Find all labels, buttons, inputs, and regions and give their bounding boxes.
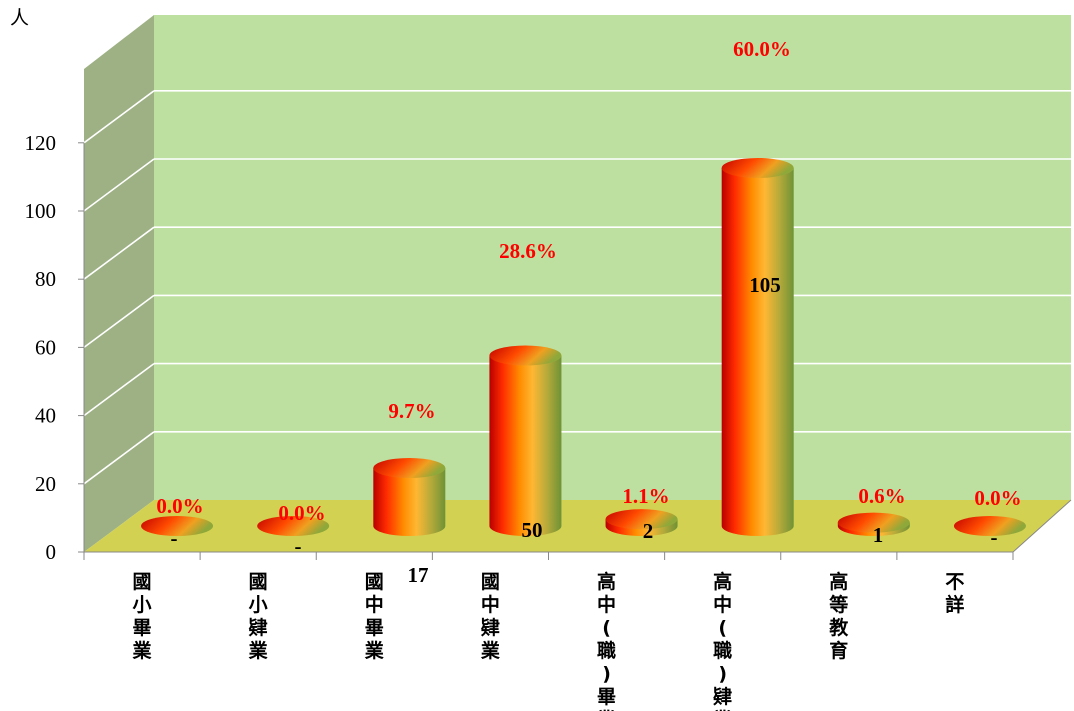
y-axis-unit: 人	[10, 7, 29, 29]
bars	[141, 157, 1026, 536]
value-label: 2	[643, 519, 654, 543]
bar-top	[257, 516, 330, 536]
floor	[84, 500, 1071, 552]
gridlines	[83, 90, 1071, 485]
bar-top	[721, 157, 794, 178]
bar	[837, 512, 910, 536]
bar	[257, 516, 330, 536]
bar-top	[953, 516, 1026, 536]
y-tick-label: 100	[25, 199, 57, 223]
back-wall	[154, 15, 1071, 500]
bar-body	[489, 355, 562, 536]
bar-top	[141, 516, 214, 536]
y-tick-label: 80	[35, 267, 56, 291]
category-labels: 國小畢業 國小肄業 國中畢業 國中肄業 高中(職)畢業 高中(職)肄業 高等教育 不詳	[132, 570, 965, 711]
gridline-side	[83, 226, 155, 280]
bar-body	[721, 167, 794, 536]
gridline-side	[83, 90, 155, 144]
percent-label: 28.6%	[499, 239, 557, 263]
percent-label: 60.0%	[733, 37, 791, 61]
value-label: 1	[873, 523, 884, 547]
value-label: 50	[522, 518, 543, 542]
bar	[373, 458, 446, 536]
floor-edge	[1012, 499, 1072, 553]
gridline-side	[83, 431, 155, 485]
value-label: 105	[749, 273, 781, 297]
percent-label: 0.0%	[974, 486, 1021, 510]
gridline-side	[83, 158, 155, 212]
percent-label: 9.7%	[388, 399, 435, 423]
category-label: 國中畢業	[364, 571, 385, 662]
side-wall	[84, 15, 154, 552]
gridline-side	[83, 362, 155, 417]
y-tick-label: 0	[46, 540, 57, 564]
percent-label: 0.0%	[156, 494, 203, 518]
y-tick-label: 120	[25, 131, 57, 155]
bar-top	[605, 509, 678, 530]
bar	[953, 516, 1026, 536]
bar	[605, 509, 678, 536]
percent-label: 0.0%	[278, 501, 325, 525]
axes	[78, 142, 1072, 560]
bar	[141, 516, 214, 536]
category-label: 國中肄業	[480, 571, 501, 662]
bar-top	[489, 345, 562, 366]
bar-top	[837, 512, 910, 533]
category-label: 高中(職)畢業	[596, 570, 617, 711]
category-label: 國小肄業	[248, 571, 269, 662]
value-label: -	[171, 526, 178, 550]
y-tick-label: 20	[35, 472, 56, 496]
gridline-side	[83, 294, 155, 349]
category-label: 高中(職)肄業	[712, 570, 733, 711]
bar-body	[373, 468, 446, 536]
y-tick-labels: 0 20 40 60 80 100 120	[25, 131, 57, 564]
data-labels: 0.0% - 0.0% - 9.7% 17 28.6% 50 1.1% 2 60.0% 105 0.6%…	[156, 37, 1021, 587]
value-label: -	[295, 534, 302, 558]
bar	[489, 345, 562, 536]
category-label: 高等教育	[828, 570, 849, 662]
percent-label: 0.6%	[858, 484, 905, 508]
value-label: -	[991, 525, 998, 549]
bar-top	[373, 458, 446, 479]
bar	[721, 157, 794, 536]
category-label: 不詳	[945, 571, 964, 616]
percent-label: 1.1%	[622, 484, 669, 508]
value-label: 17	[408, 563, 429, 587]
category-label: 國小畢業	[132, 571, 153, 662]
y-tick-label: 60	[35, 335, 56, 359]
y-tick-label: 40	[35, 404, 56, 428]
